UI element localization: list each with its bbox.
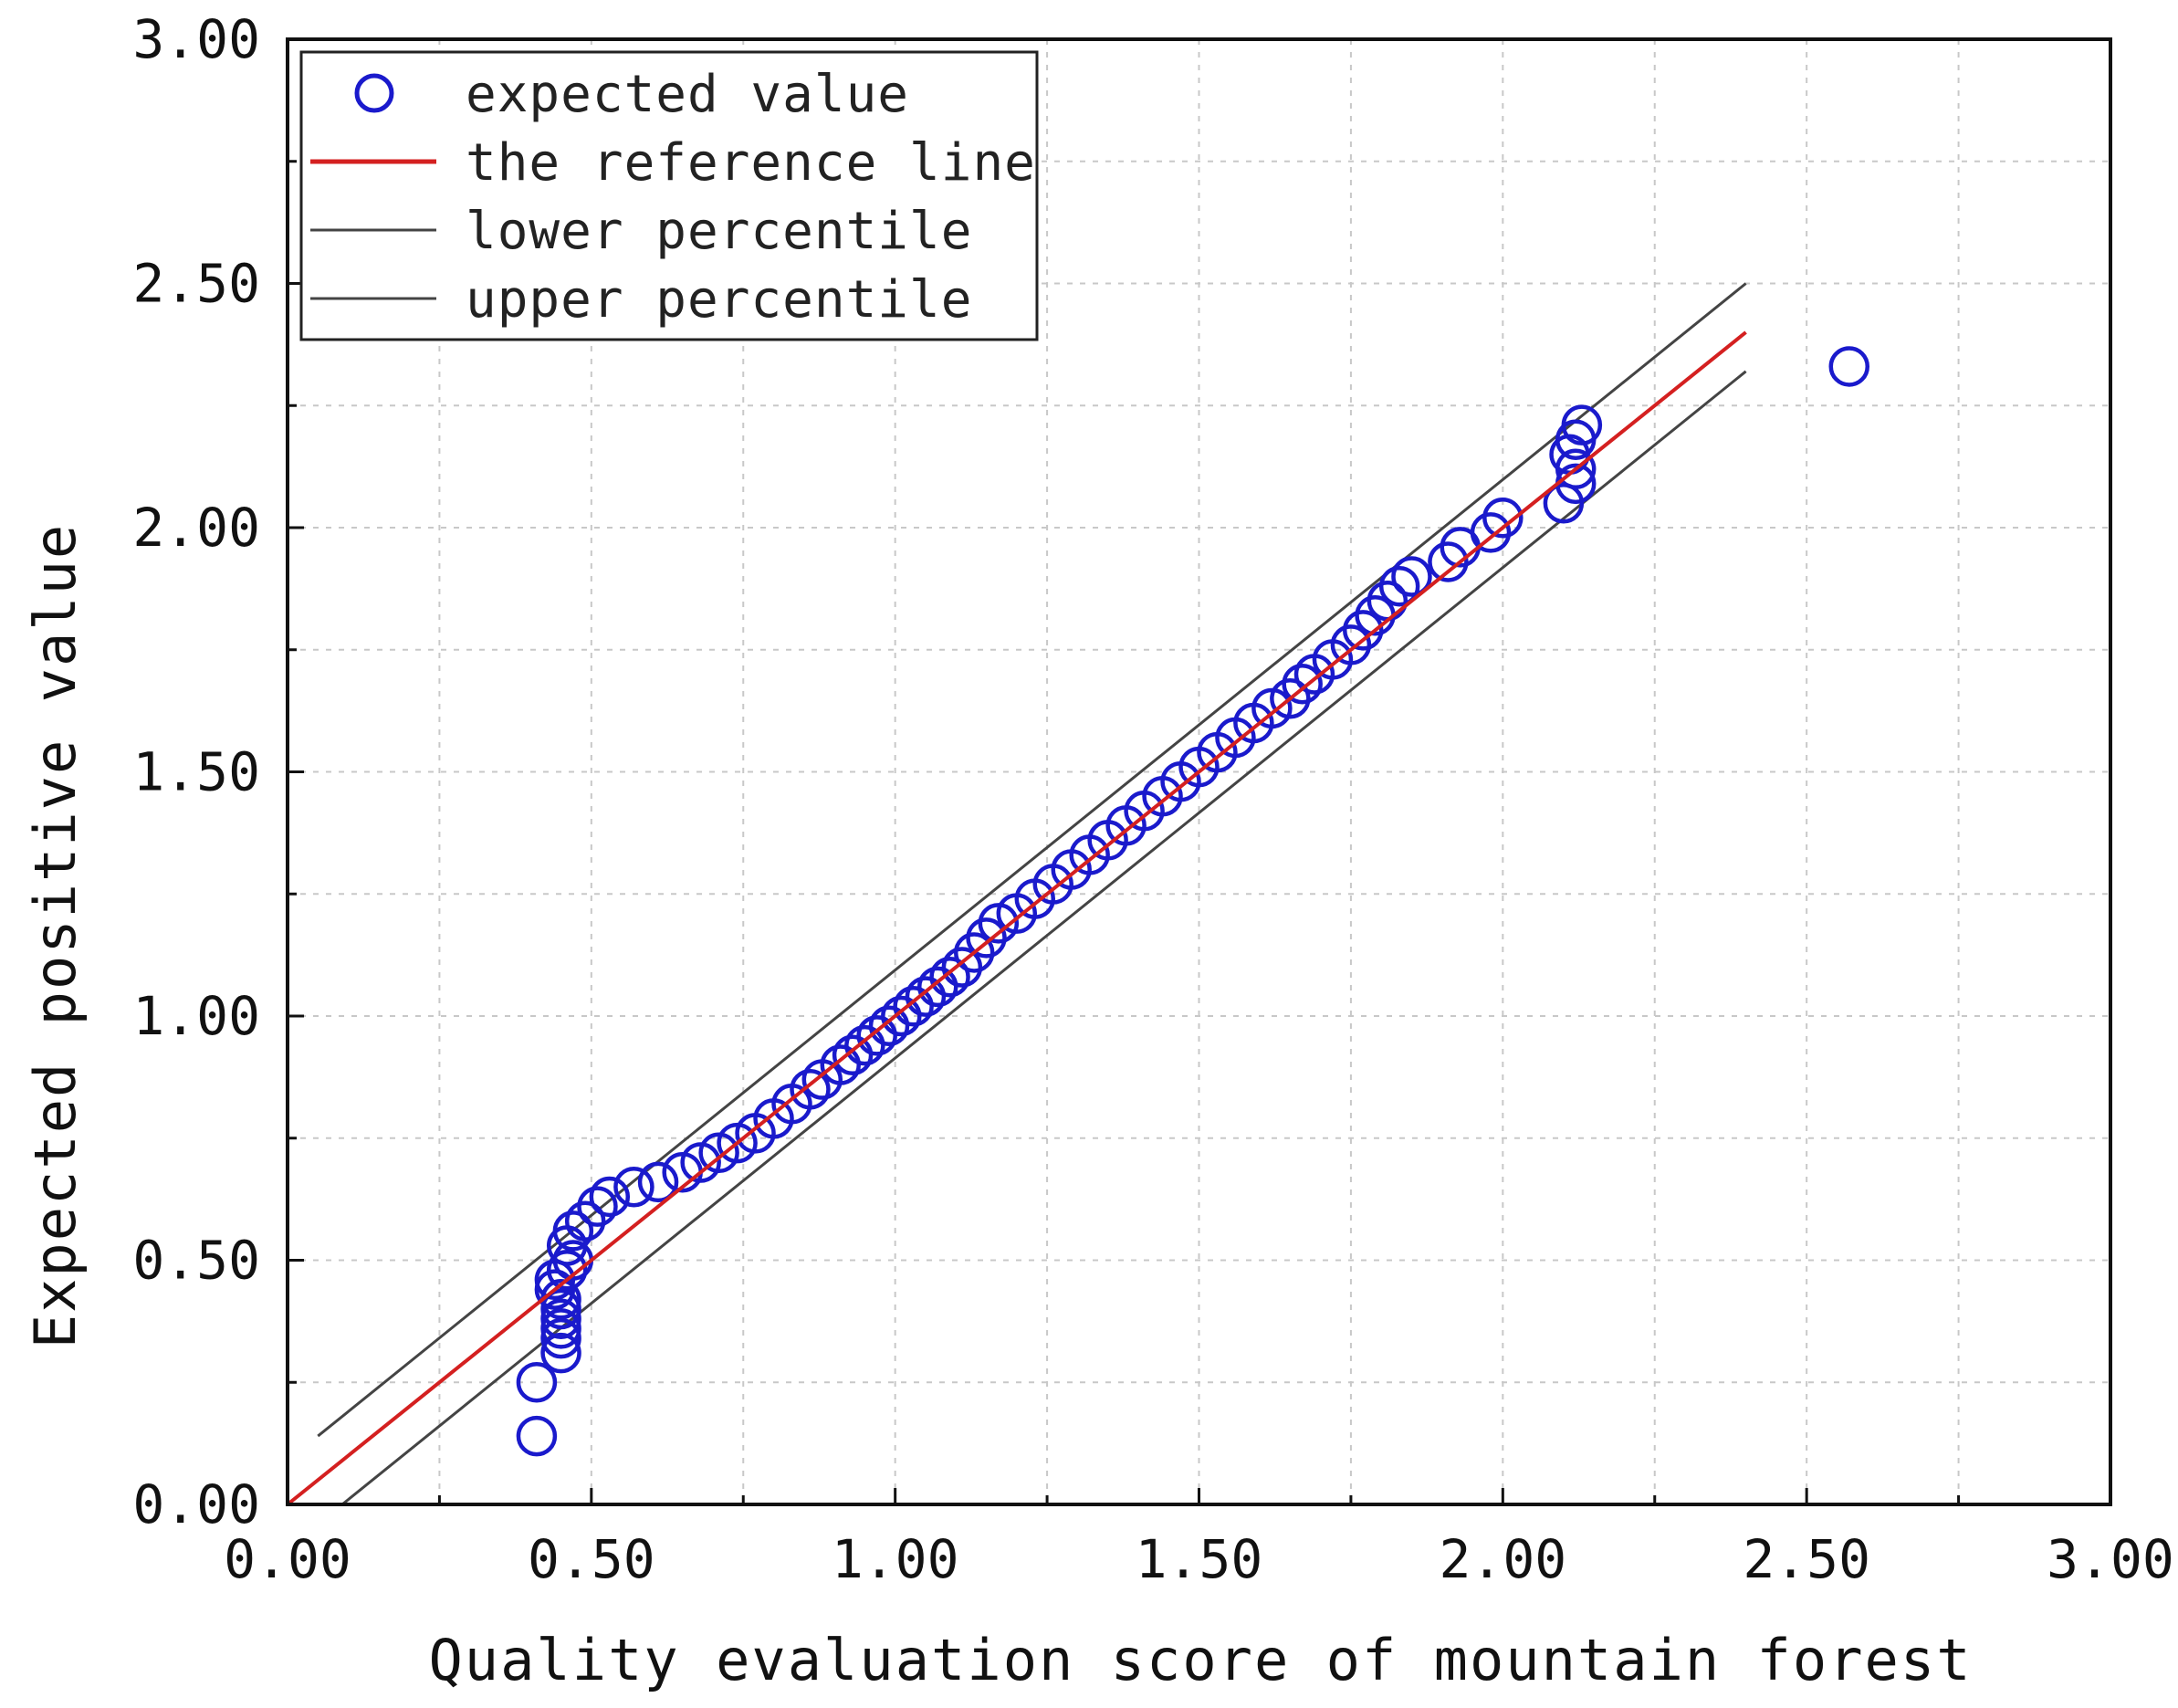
y-tick-label: 1.00 bbox=[132, 985, 260, 1047]
y-tick-label: 3.00 bbox=[132, 8, 260, 70]
data-point bbox=[613, 1167, 654, 1208]
data-point bbox=[929, 956, 970, 998]
data-point bbox=[516, 1362, 558, 1403]
legend-label-reference-line: the reference line bbox=[466, 133, 1036, 193]
legend-box bbox=[299, 50, 1039, 341]
data-point bbox=[917, 966, 958, 1008]
legend-label-expected-value: expected value bbox=[466, 65, 909, 124]
y-tick-label: 0.50 bbox=[132, 1230, 260, 1292]
y-tick-label: 2.50 bbox=[132, 253, 260, 315]
y-tick-label: 1.50 bbox=[132, 741, 260, 803]
data-point bbox=[1330, 624, 1372, 665]
data-point bbox=[540, 1317, 581, 1359]
data-point bbox=[893, 986, 934, 1027]
x-tick-label: 2.00 bbox=[1439, 1528, 1566, 1590]
x-tick-label: 1.00 bbox=[832, 1528, 959, 1590]
x-tick-label: 0.00 bbox=[224, 1528, 351, 1590]
legend-circle-icon bbox=[354, 73, 394, 113]
upper-percentile-line bbox=[317, 282, 1747, 1438]
data-point bbox=[540, 1298, 581, 1339]
data-point bbox=[516, 1415, 558, 1457]
data-point bbox=[552, 1210, 594, 1252]
data-point bbox=[1482, 498, 1524, 539]
x-tick-label: 3.00 bbox=[2047, 1528, 2174, 1590]
y-tick-label: 2.00 bbox=[132, 497, 260, 559]
data-point bbox=[1470, 512, 1512, 553]
data-point bbox=[844, 1024, 885, 1066]
y-tick-label: 0.00 bbox=[132, 1473, 260, 1535]
data-point bbox=[1428, 541, 1469, 582]
data-point bbox=[1342, 610, 1384, 651]
data-point bbox=[637, 1161, 679, 1203]
legend-label-upper-percentile: upper percentile bbox=[466, 270, 972, 330]
x-tick-label: 1.50 bbox=[1136, 1528, 1263, 1590]
data-point bbox=[540, 1332, 581, 1374]
data-point bbox=[534, 1269, 576, 1310]
data-point bbox=[790, 1069, 831, 1110]
x-tick-label: 2.50 bbox=[1743, 1528, 1870, 1590]
data-point bbox=[1282, 663, 1323, 705]
reference-line bbox=[286, 330, 1747, 1506]
data-point bbox=[540, 1308, 581, 1349]
x-axis-tick-labels: 0.00 0.50 1.00 1.50 2.00 2.50 3.00 bbox=[224, 1528, 2174, 1590]
scatter-points bbox=[516, 346, 1870, 1457]
x-axis-title: Quality evaluation score of mountain for… bbox=[428, 1627, 1972, 1693]
x-tick-label: 0.50 bbox=[528, 1528, 655, 1590]
data-point bbox=[832, 1034, 874, 1076]
data-point bbox=[589, 1176, 631, 1218]
data-point bbox=[820, 1044, 862, 1085]
data-point bbox=[856, 1015, 897, 1056]
data-point bbox=[881, 995, 922, 1037]
y-axis-title: Expected positive value bbox=[22, 523, 89, 1349]
data-point bbox=[1391, 556, 1432, 597]
data-point bbox=[1378, 565, 1420, 607]
data-point bbox=[564, 1200, 606, 1242]
legend: expected value the reference line lower … bbox=[299, 50, 1039, 341]
data-point bbox=[868, 1005, 910, 1046]
data-point bbox=[546, 1249, 588, 1291]
data-point bbox=[1828, 346, 1870, 387]
y-axis-tick-labels: 0.00 0.50 1.00 1.50 2.00 2.50 3.00 bbox=[132, 8, 260, 1535]
axis-ticks bbox=[286, 37, 2112, 1506]
data-point bbox=[905, 976, 947, 1017]
data-point bbox=[953, 932, 995, 973]
legend-label-lower-percentile: lower percentile bbox=[466, 202, 972, 261]
data-point bbox=[966, 917, 1007, 959]
data-point bbox=[577, 1186, 618, 1227]
data-point bbox=[1270, 678, 1311, 719]
data-point bbox=[941, 947, 983, 988]
data-point bbox=[540, 1288, 581, 1330]
data-point bbox=[1561, 404, 1603, 445]
